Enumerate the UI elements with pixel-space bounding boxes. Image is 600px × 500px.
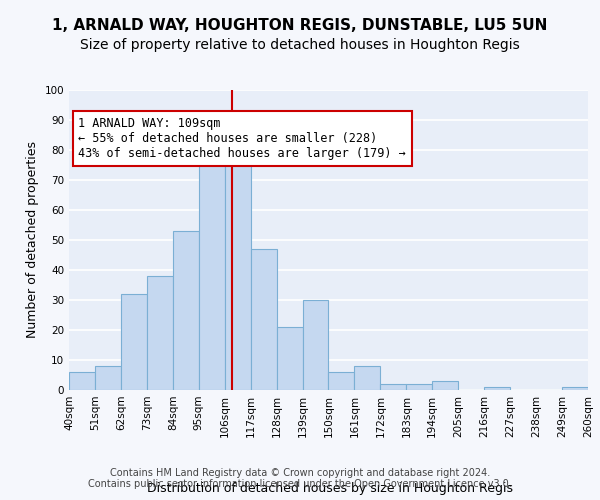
Bar [224, 150, 251, 390]
Bar [251, 249, 277, 390]
Bar [562, 387, 588, 390]
Bar [95, 366, 121, 390]
Bar [121, 294, 147, 390]
Y-axis label: Number of detached properties: Number of detached properties [26, 142, 39, 338]
Bar [277, 327, 302, 390]
Bar [432, 381, 458, 390]
Bar [69, 372, 95, 390]
Bar [199, 147, 224, 390]
Bar [355, 366, 380, 390]
Text: 1, ARNALD WAY, HOUGHTON REGIS, DUNSTABLE, LU5 5UN: 1, ARNALD WAY, HOUGHTON REGIS, DUNSTABLE… [52, 18, 548, 32]
Bar [302, 300, 329, 390]
Text: Size of property relative to detached houses in Houghton Regis: Size of property relative to detached ho… [80, 38, 520, 52]
Bar [147, 276, 173, 390]
Text: Contains HM Land Registry data © Crown copyright and database right 2024.
Contai: Contains HM Land Registry data © Crown c… [88, 468, 512, 489]
Bar [406, 384, 432, 390]
Bar [484, 387, 510, 390]
Text: 1 ARNALD WAY: 109sqm
← 55% of detached houses are smaller (228)
43% of semi-deta: 1 ARNALD WAY: 109sqm ← 55% of detached h… [79, 117, 406, 160]
Text: Distribution of detached houses by size in Houghton Regis: Distribution of detached houses by size … [147, 482, 513, 495]
Bar [173, 231, 199, 390]
Bar [329, 372, 355, 390]
Bar [380, 384, 406, 390]
